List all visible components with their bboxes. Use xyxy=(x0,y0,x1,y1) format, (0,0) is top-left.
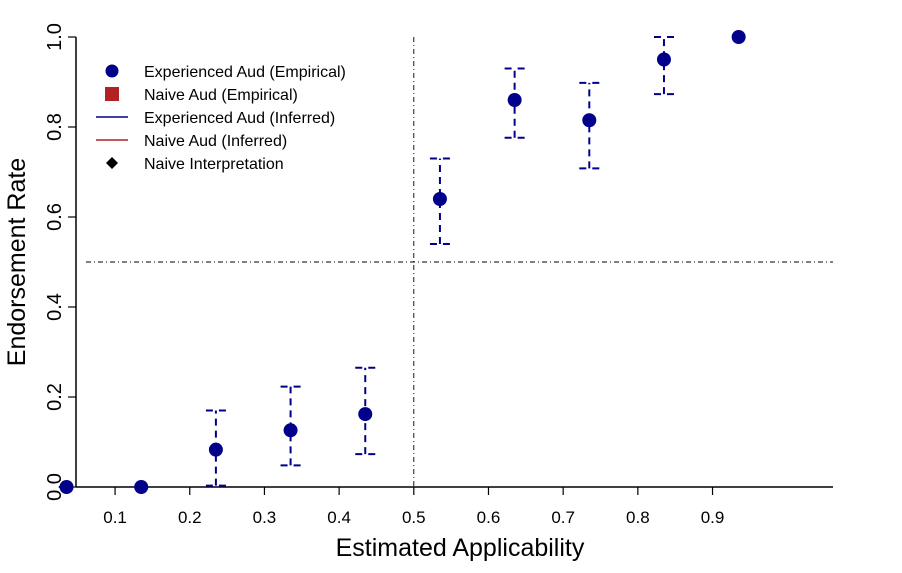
x-axis-label: Estimated Applicability xyxy=(336,534,585,562)
y-tick-label: 0.2 xyxy=(44,383,66,411)
error-bars xyxy=(205,36,674,487)
x-tick-label: 0.8 xyxy=(626,508,650,527)
legend-entry: Naive Aud (Empirical) xyxy=(105,87,298,104)
error-bar xyxy=(355,366,376,456)
y-tick-label: 0.0 xyxy=(44,473,66,501)
legend-square-symbol xyxy=(105,87,119,101)
data-point xyxy=(208,442,223,457)
x-tick-label: 0.7 xyxy=(551,508,575,527)
legend: Experienced Aud (Empirical) Naive Aud (Em… xyxy=(96,64,346,173)
x-tick-label: 0.3 xyxy=(253,508,277,527)
data-point xyxy=(283,423,298,438)
legend-label: Naive Aud (Empirical) xyxy=(144,87,298,104)
x-tick-label: 0.2 xyxy=(178,508,202,527)
legend-diamond-symbol xyxy=(106,157,118,169)
y-tick-label: 0.6 xyxy=(44,203,66,231)
x-ticks: 0.1 0.2 0.3 0.4 0.5 0.6 0.7 0.8 0.9 xyxy=(103,487,724,527)
y-tick-label: 0.4 xyxy=(44,293,66,321)
error-bar xyxy=(504,67,525,139)
x-tick-label: 0.1 xyxy=(103,508,127,527)
data-points xyxy=(59,30,746,494)
plot-frame xyxy=(75,37,833,488)
x-tick-label: 0.4 xyxy=(327,508,351,527)
data-point xyxy=(358,407,373,422)
x-tick-label: 0.9 xyxy=(701,508,725,527)
data-point xyxy=(134,480,149,494)
x-tick-label: 0.5 xyxy=(402,508,426,527)
legend-label: Naive Interpretation xyxy=(144,156,284,173)
y-tick-label: 0.8 xyxy=(44,113,66,141)
legend-label: Naive Aud (Inferred) xyxy=(144,133,287,150)
legend-entry: Experienced Aud (Inferred) xyxy=(96,110,335,127)
legend-entry: Experienced Aud (Empirical) xyxy=(105,64,346,81)
data-point xyxy=(656,52,671,67)
legend-entry: Naive Interpretation xyxy=(106,156,284,173)
y-tick-label: 1.0 xyxy=(44,23,66,51)
legend-entry: Naive Aud (Inferred) xyxy=(96,133,287,150)
data-point xyxy=(432,192,447,206)
data-point xyxy=(582,113,597,128)
legend-label: Experienced Aud (Empirical) xyxy=(144,64,346,81)
data-point xyxy=(507,93,522,107)
data-point xyxy=(59,480,74,494)
legend-label: Experienced Aud (Inferred) xyxy=(144,110,335,127)
data-point xyxy=(731,30,746,44)
x-tick-label: 0.6 xyxy=(477,508,501,527)
y-axis-label: Endorsement Rate xyxy=(3,158,31,366)
legend-circle-symbol xyxy=(105,64,119,78)
y-ticks: 0.0 0.2 0.4 0.6 0.8 1.0 xyxy=(44,23,76,501)
reference-lines xyxy=(86,37,833,487)
